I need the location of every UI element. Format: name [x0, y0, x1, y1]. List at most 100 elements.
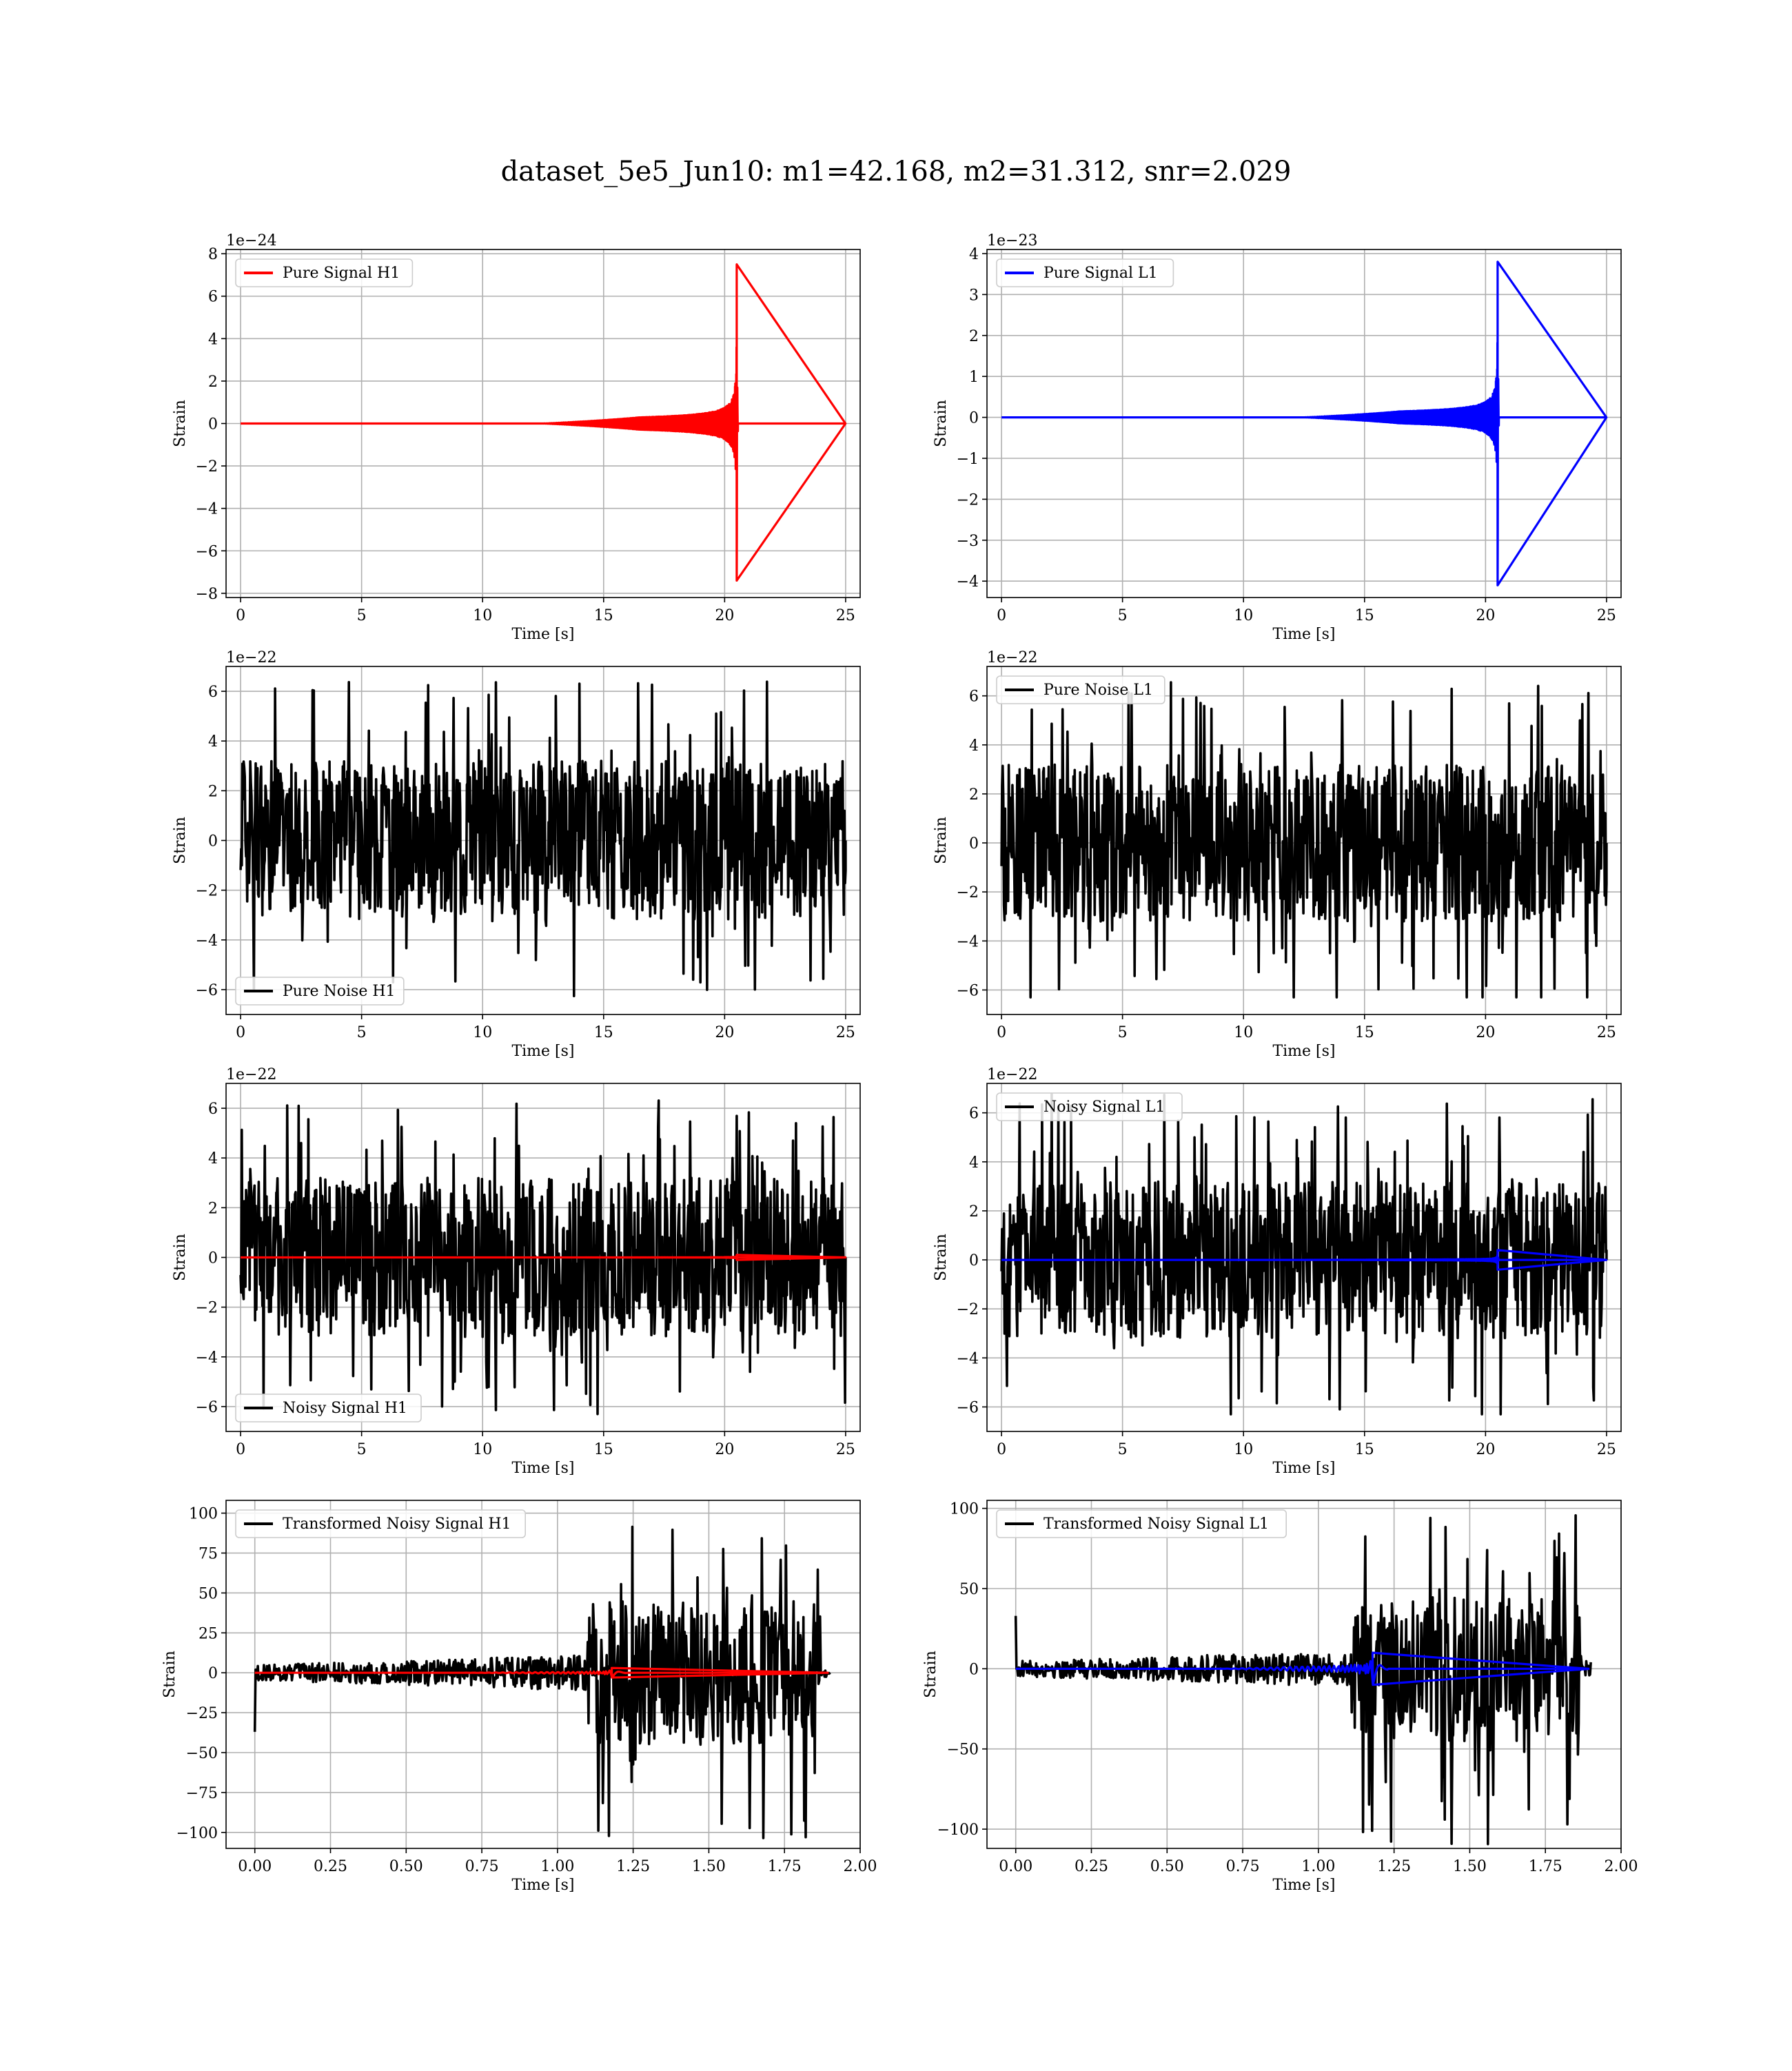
- y-tick-label: −2: [196, 883, 218, 900]
- subplot-pure-noise-h1: 0 5 10 15 20 25 −6 −4 −2 0 2 4 6 Time [s] Strain 1e−22 P…: [172, 649, 861, 1060]
- x-tick-label: 10: [1234, 1024, 1253, 1041]
- x-tick-label: 25: [1597, 1024, 1616, 1041]
- x-tick-label: 0.50: [389, 1858, 423, 1875]
- x-tick-label: 1.25: [616, 1858, 650, 1875]
- x-tick-label: 10: [473, 607, 492, 624]
- y-tick-label: 0: [208, 833, 218, 850]
- y-tick-label: −75: [186, 1785, 218, 1802]
- axis-offset-text: 1e−22: [987, 649, 1037, 666]
- y-tick-label: 50: [959, 1581, 979, 1598]
- x-tick-label: 1.25: [1377, 1858, 1411, 1875]
- y-tick-label: −50: [186, 1745, 218, 1762]
- x-tick-label: 15: [1355, 607, 1374, 624]
- legend-label: Pure Noise H1: [283, 983, 396, 1000]
- y-tick-label: 75: [198, 1545, 218, 1562]
- series-line-transformed-noisy-signal-l1: [1014, 1514, 1592, 1846]
- y-tick-label: −8: [196, 586, 218, 603]
- y-axis-label: Strain: [933, 817, 950, 864]
- y-tick-label: 6: [208, 1101, 218, 1118]
- y-tick-label: 0: [969, 1252, 979, 1269]
- legend-label: Noisy Signal H1: [283, 1400, 407, 1417]
- y-tick-label: 8: [208, 246, 218, 263]
- y-tick-label: 4: [969, 737, 979, 755]
- legend-box: [996, 1509, 1287, 1538]
- legend-label: Transformed Noisy Signal L1: [1043, 1516, 1269, 1533]
- y-tick-label: −6: [957, 1399, 979, 1416]
- series-line-pure-noise-h1: [239, 680, 847, 998]
- y-tick-label: −4: [957, 1350, 979, 1367]
- y-tick-label: −4: [957, 573, 979, 591]
- y-tick-label: 0: [969, 835, 979, 853]
- x-tick-label: 10: [473, 1441, 492, 1458]
- legend-box: [996, 258, 1174, 287]
- x-tick-label: 0.00: [999, 1858, 1032, 1875]
- x-tick-label: 25: [1597, 1441, 1616, 1458]
- subplot-noisy-signal-l1: 0 5 10 15 20 25 −6 −4 −2 0 2 4 6 Time [s] Strain 1e−22 N…: [933, 1066, 1622, 1477]
- x-axis-label: Time [s]: [511, 1043, 574, 1060]
- y-tick-label: −2: [957, 1301, 979, 1318]
- x-tick-label: 25: [836, 607, 855, 624]
- y-tick-label: 0: [969, 1661, 979, 1678]
- series-line-noisy-signal-l1-overlay: [1000, 1249, 1608, 1271]
- legend: Pure Noise L1: [996, 675, 1165, 704]
- x-axis-label: Time [s]: [1272, 1877, 1335, 1894]
- y-axis-label: Strain: [161, 1651, 179, 1698]
- series-line-noisy-signal-h1-overlay: [239, 1254, 847, 1261]
- y-tick-label: −6: [957, 982, 979, 999]
- x-tick-label: 25: [836, 1441, 855, 1458]
- x-tick-label: 25: [836, 1024, 855, 1041]
- y-tick-label: −25: [186, 1705, 218, 1722]
- x-axis-label: Time [s]: [511, 1877, 574, 1894]
- y-tick-label: 0: [208, 1250, 218, 1267]
- legend-box: [996, 675, 1165, 704]
- x-axis-label: Time [s]: [511, 626, 574, 643]
- x-axis-label: Time [s]: [1272, 1043, 1335, 1060]
- y-tick-label: −100: [176, 1825, 218, 1842]
- x-tick-label: 10: [1234, 607, 1253, 624]
- y-tick-label: −100: [937, 1822, 979, 1839]
- y-tick-label: 0: [208, 416, 218, 433]
- y-axis-label: Strain: [933, 400, 950, 447]
- x-tick-label: 10: [1234, 1441, 1253, 1458]
- x-tick-label: 20: [715, 607, 734, 624]
- y-tick-label: 4: [969, 1154, 979, 1172]
- legend-label: Transformed Noisy Signal H1: [283, 1516, 511, 1533]
- x-axis-label: Time [s]: [511, 1460, 574, 1477]
- y-tick-label: 2: [208, 783, 218, 800]
- x-tick-label: 2.00: [844, 1858, 877, 1875]
- y-axis-label: Strain: [922, 1651, 939, 1698]
- x-tick-label: 15: [594, 607, 613, 624]
- x-tick-label: 2.00: [1605, 1858, 1638, 1875]
- x-tick-label: 5: [1118, 607, 1128, 624]
- y-tick-label: 4: [208, 1150, 218, 1167]
- y-tick-label: 4: [208, 331, 218, 348]
- x-tick-label: 15: [1355, 1441, 1374, 1458]
- x-tick-label: 0.00: [238, 1858, 272, 1875]
- y-tick-label: 100: [189, 1506, 218, 1523]
- figure-title: dataset_5e5_Jun10: m1=42.168, m2=31.312,…: [500, 156, 1292, 187]
- x-axis-label: Time [s]: [1272, 626, 1335, 643]
- y-axis-label: Strain: [172, 817, 189, 864]
- x-tick-label: 5: [357, 1441, 367, 1458]
- y-tick-label: −2: [196, 458, 218, 476]
- x-tick-label: 1.50: [692, 1858, 726, 1875]
- series-line-transformed-noisy-signal-h1: [253, 1525, 831, 1839]
- y-tick-label: −4: [196, 1349, 218, 1367]
- y-tick-label: 0: [969, 410, 979, 427]
- x-tick-label: 20: [1476, 1024, 1495, 1041]
- y-tick-label: 6: [969, 1105, 979, 1123]
- y-tick-label: 4: [208, 733, 218, 751]
- y-tick-label: 2: [208, 374, 218, 391]
- y-tick-label: −3: [957, 533, 979, 550]
- legend-box: [235, 1394, 422, 1422]
- series-line-pure-signal-l1: [1000, 261, 1608, 586]
- legend-box: [235, 1509, 527, 1538]
- y-tick-label: 3: [969, 287, 979, 304]
- axes-frame: [986, 249, 1622, 598]
- y-tick-label: 1: [969, 369, 979, 386]
- x-tick-label: 0: [997, 607, 1006, 624]
- y-tick-label: 25: [198, 1625, 218, 1642]
- x-tick-label: 0: [236, 607, 245, 624]
- axes-frame: [986, 1500, 1622, 1849]
- y-tick-label: −2: [957, 491, 979, 509]
